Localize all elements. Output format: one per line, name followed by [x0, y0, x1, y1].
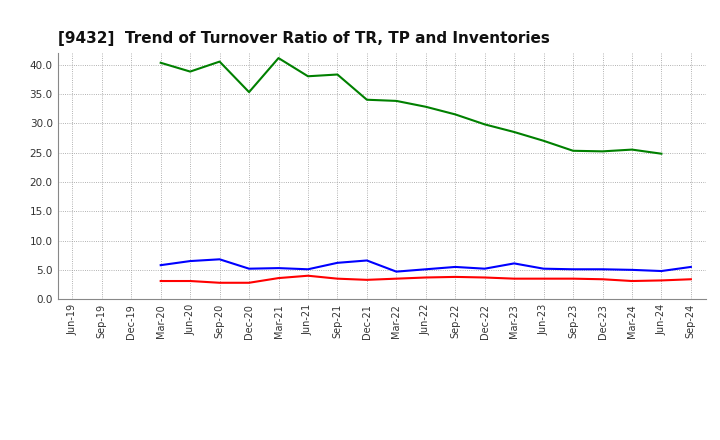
Trade Receivables — [333, 276, 342, 281]
Trade Receivables — [274, 275, 283, 281]
Trade Payables — [451, 264, 459, 270]
Inventories — [156, 60, 165, 66]
Trade Receivables — [598, 277, 607, 282]
Trade Receivables — [156, 279, 165, 284]
Inventories — [421, 104, 430, 110]
Inventories — [628, 147, 636, 152]
Trade Payables — [215, 257, 224, 262]
Trade Receivables — [539, 276, 548, 281]
Trade Receivables — [687, 277, 696, 282]
Inventories — [451, 112, 459, 117]
Trade Payables — [245, 266, 253, 271]
Trade Receivables — [628, 279, 636, 284]
Trade Receivables — [657, 278, 666, 283]
Inventories — [510, 129, 518, 135]
Trade Payables — [333, 260, 342, 265]
Trade Payables — [304, 267, 312, 272]
Text: [9432]  Trend of Turnover Ratio of TR, TP and Inventories: [9432] Trend of Turnover Ratio of TR, TP… — [58, 31, 549, 46]
Inventories — [569, 148, 577, 154]
Trade Receivables — [245, 280, 253, 286]
Trade Receivables — [215, 280, 224, 286]
Trade Payables — [539, 266, 548, 271]
Inventories — [186, 69, 194, 74]
Trade Payables — [687, 264, 696, 270]
Trade Payables — [186, 258, 194, 264]
Trade Receivables — [451, 274, 459, 279]
Inventories — [539, 138, 548, 143]
Inventories — [480, 122, 489, 127]
Trade Payables — [156, 263, 165, 268]
Trade Receivables — [569, 276, 577, 281]
Trade Receivables — [186, 279, 194, 284]
Inventories — [274, 55, 283, 61]
Trade Receivables — [363, 277, 372, 282]
Trade Payables — [421, 267, 430, 272]
Inventories — [598, 149, 607, 154]
Trade Payables — [274, 265, 283, 271]
Trade Payables — [363, 258, 372, 263]
Trade Receivables — [510, 276, 518, 281]
Line: Trade Receivables: Trade Receivables — [161, 276, 691, 283]
Inventories — [657, 151, 666, 156]
Trade Receivables — [421, 275, 430, 280]
Inventories — [304, 73, 312, 79]
Trade Payables — [657, 268, 666, 274]
Inventories — [363, 97, 372, 103]
Trade Payables — [569, 267, 577, 272]
Trade Receivables — [392, 276, 400, 281]
Trade Payables — [510, 261, 518, 266]
Line: Inventories: Inventories — [161, 58, 662, 154]
Trade Receivables — [480, 275, 489, 280]
Trade Payables — [480, 266, 489, 271]
Trade Payables — [392, 269, 400, 274]
Trade Payables — [598, 267, 607, 272]
Inventories — [392, 98, 400, 103]
Trade Payables — [628, 267, 636, 272]
Line: Trade Payables: Trade Payables — [161, 259, 691, 271]
Inventories — [333, 72, 342, 77]
Inventories — [215, 59, 224, 64]
Trade Receivables — [304, 273, 312, 279]
Inventories — [245, 89, 253, 95]
